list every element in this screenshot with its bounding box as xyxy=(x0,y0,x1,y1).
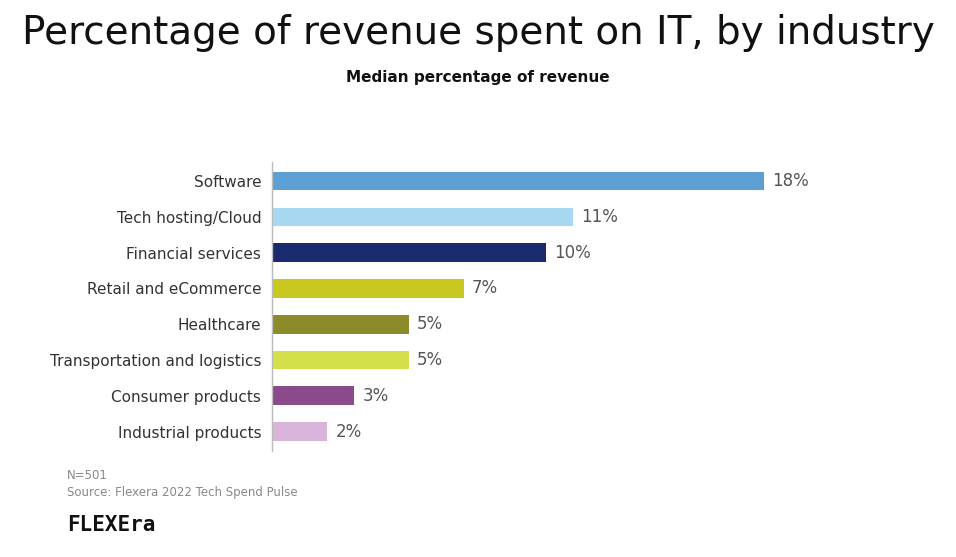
Bar xyxy=(272,422,327,441)
Bar xyxy=(272,387,355,405)
Text: 10%: 10% xyxy=(554,244,591,262)
Text: Median percentage of revenue: Median percentage of revenue xyxy=(346,70,610,85)
Text: 3%: 3% xyxy=(362,387,389,405)
Bar xyxy=(272,172,764,190)
Text: FLEXEra: FLEXEra xyxy=(67,515,155,535)
Bar xyxy=(272,279,464,298)
Text: N=501: N=501 xyxy=(67,469,108,482)
Bar xyxy=(272,243,546,262)
Bar xyxy=(272,208,573,226)
Text: Percentage of revenue spent on IT, by industry: Percentage of revenue spent on IT, by in… xyxy=(22,14,934,52)
Text: 2%: 2% xyxy=(336,423,361,441)
Text: 11%: 11% xyxy=(581,208,618,226)
Bar xyxy=(272,315,409,334)
Bar xyxy=(272,351,409,369)
Text: 7%: 7% xyxy=(472,280,498,297)
Text: 5%: 5% xyxy=(417,315,444,333)
Text: 18%: 18% xyxy=(772,172,809,190)
Text: 5%: 5% xyxy=(417,351,444,369)
Text: Source: Flexera 2022 Tech Spend Pulse: Source: Flexera 2022 Tech Spend Pulse xyxy=(67,486,297,499)
